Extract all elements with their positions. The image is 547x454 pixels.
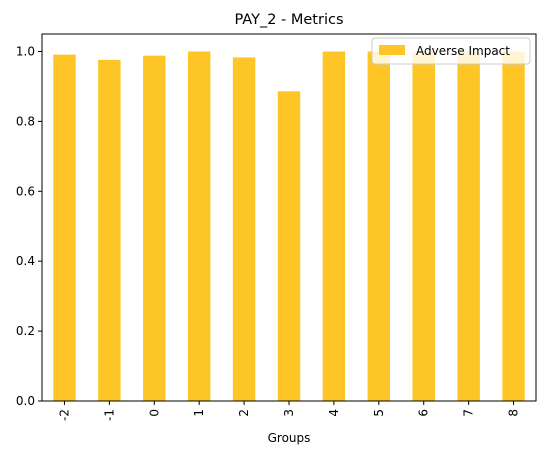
x-axis-label: Groups <box>268 431 311 445</box>
y-tick-label: 0.4 <box>16 254 35 268</box>
x-tick-label: 1 <box>192 409 206 417</box>
chart-title: PAY_2 - Metrics <box>234 12 343 28</box>
y-tick-label: 0.2 <box>16 324 35 338</box>
x-tick-label: 3 <box>282 409 296 417</box>
legend-label: Adverse Impact <box>416 44 510 58</box>
bar-8 <box>502 51 525 401</box>
x-tick-label: 5 <box>372 409 386 417</box>
y-tick-label: 0.6 <box>16 184 35 198</box>
x-tick-label: -1 <box>102 409 116 421</box>
y-tick-label: 0.0 <box>16 394 35 408</box>
bar--2 <box>53 54 76 402</box>
bar-1 <box>187 51 211 401</box>
x-tick-label: 6 <box>417 409 431 417</box>
x-tick-label: 2 <box>237 409 251 417</box>
y-tick-label: 0.8 <box>16 114 35 128</box>
y-axis: 0.0 0.2 0.4 0.6 0.8 1.0 <box>16 44 42 408</box>
x-axis: -2 -1 0 1 2 3 4 5 6 7 8 <box>57 401 521 421</box>
bar-4 <box>322 51 346 401</box>
bar-3 <box>277 91 301 401</box>
bars-group <box>53 51 525 402</box>
x-tick-label: 4 <box>327 409 341 417</box>
x-tick-label: -2 <box>57 409 71 421</box>
bar-6 <box>412 51 435 401</box>
legend-box <box>371 37 531 65</box>
bar-0 <box>143 55 166 402</box>
legend: Adverse Impact <box>371 37 531 65</box>
x-tick-label: 8 <box>507 409 521 417</box>
bar-5 <box>367 51 391 401</box>
legend-swatch <box>379 45 405 55</box>
bar--1 <box>98 59 121 402</box>
bar-7 <box>457 51 480 401</box>
x-tick-label: 0 <box>147 409 161 417</box>
bar-2 <box>232 57 256 402</box>
y-tick-label: 1.0 <box>16 44 35 58</box>
x-tick-label: 7 <box>462 409 476 417</box>
